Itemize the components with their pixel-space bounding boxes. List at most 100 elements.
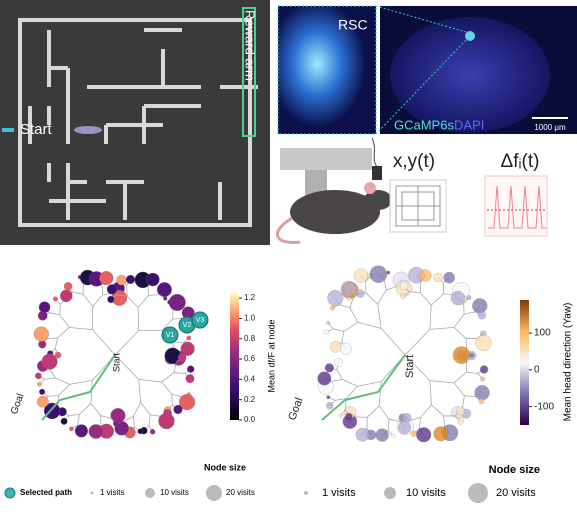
legend-label: 1 visits <box>322 487 356 499</box>
tree-edge <box>69 327 93 331</box>
tree-node <box>146 272 160 287</box>
tree-node <box>177 353 187 362</box>
tree-edge <box>464 395 476 397</box>
tree-edge <box>77 414 80 425</box>
tree-node <box>63 282 73 291</box>
tree-node <box>37 395 49 408</box>
tree-node <box>469 352 475 358</box>
tree-edge <box>349 296 354 308</box>
tree-edge <box>378 405 390 420</box>
visit-node <box>191 311 209 329</box>
start-label: Start <box>404 355 416 378</box>
tree-edge <box>429 305 432 330</box>
tree-edge <box>418 417 422 429</box>
tree-edge <box>386 285 397 291</box>
tree-edge <box>365 292 379 305</box>
tree-node <box>398 421 412 435</box>
region-label: RSC <box>338 17 368 33</box>
visit-node <box>161 326 179 344</box>
tree-edge <box>123 415 134 422</box>
tree-node <box>173 404 183 415</box>
tree-edge <box>133 402 142 417</box>
tree-edge <box>349 307 359 323</box>
tree-edge <box>429 380 432 405</box>
reward-box <box>242 7 256 137</box>
tree-edge <box>161 318 173 331</box>
tree-edge <box>357 381 382 387</box>
tree-node <box>410 430 417 437</box>
tree-node <box>386 270 391 275</box>
tree-node <box>106 284 118 295</box>
visit-label: V2 <box>183 322 192 329</box>
tree-edge <box>49 312 60 316</box>
tree-edge <box>429 326 455 330</box>
legend-label: 20 visits <box>226 488 255 497</box>
tree-node <box>325 401 334 410</box>
tree-edge <box>137 295 149 308</box>
tree-edge <box>171 394 173 405</box>
trees: V1 V2 V3 <box>33 265 492 443</box>
tree-node <box>399 281 409 291</box>
rsc-image <box>277 5 377 135</box>
tree-edge <box>343 321 358 332</box>
colorbar-tick-label: 0.0 <box>244 415 256 424</box>
tree-edge <box>383 278 387 291</box>
tree-node <box>38 340 47 349</box>
tree-node <box>346 296 352 301</box>
tree-edge <box>161 381 173 395</box>
position-label: x,y(t) <box>393 151 435 172</box>
tree-edge <box>138 378 162 383</box>
tree-node <box>326 395 331 400</box>
tree-edge <box>404 329 431 356</box>
tree-edge <box>69 379 93 385</box>
tree-edge <box>79 403 92 415</box>
tree-node <box>456 406 466 416</box>
tree-node <box>149 429 156 435</box>
tree-node <box>187 365 195 373</box>
goal-label: Goal <box>286 396 305 422</box>
tree-edge <box>464 311 476 315</box>
maze-icon-lines <box>395 185 441 227</box>
tree-node <box>419 269 432 282</box>
colorbar-tick-label: 0.6 <box>244 354 256 363</box>
tree-node <box>433 426 449 442</box>
colorbar-tick-label: 100 <box>534 328 551 339</box>
tree-edge <box>430 293 444 306</box>
colorbar-tick-label: 0.2 <box>244 395 256 404</box>
tree-edge <box>47 395 59 397</box>
mouse-tail <box>276 216 301 245</box>
tree-edge <box>100 415 112 419</box>
tree-node <box>163 296 168 301</box>
tree-edge <box>336 369 343 380</box>
tree-edge <box>377 289 387 305</box>
goal-label: Goal <box>9 392 27 416</box>
size-swatch <box>304 491 308 495</box>
tree-node <box>401 412 412 423</box>
tree-node <box>450 290 465 306</box>
tree-edge <box>55 377 70 385</box>
stain-label: DAPI <box>454 117 484 132</box>
tree-edge <box>132 416 135 428</box>
tree-node <box>54 351 62 359</box>
tree-node <box>443 271 456 284</box>
colorbar-tick-label: 1.0 <box>244 314 256 323</box>
tree-node <box>433 272 443 283</box>
tree-node <box>37 381 42 387</box>
rsc-spot <box>465 31 475 41</box>
size-swatch <box>384 487 396 499</box>
tree-edge <box>72 291 84 295</box>
stain-label: GCaMP6s <box>394 117 454 132</box>
tree-node <box>33 326 49 342</box>
tree-node <box>479 365 489 374</box>
tree-node <box>339 342 352 355</box>
size-title: Node size <box>489 464 540 476</box>
mouse-in-maze <box>74 126 102 134</box>
tree-node <box>323 329 329 335</box>
tree-edge <box>44 377 56 380</box>
tree-node <box>39 388 46 395</box>
tree-node <box>41 353 58 370</box>
tree-node <box>353 268 369 283</box>
tree-edge <box>453 382 465 397</box>
tree-node <box>69 426 74 432</box>
